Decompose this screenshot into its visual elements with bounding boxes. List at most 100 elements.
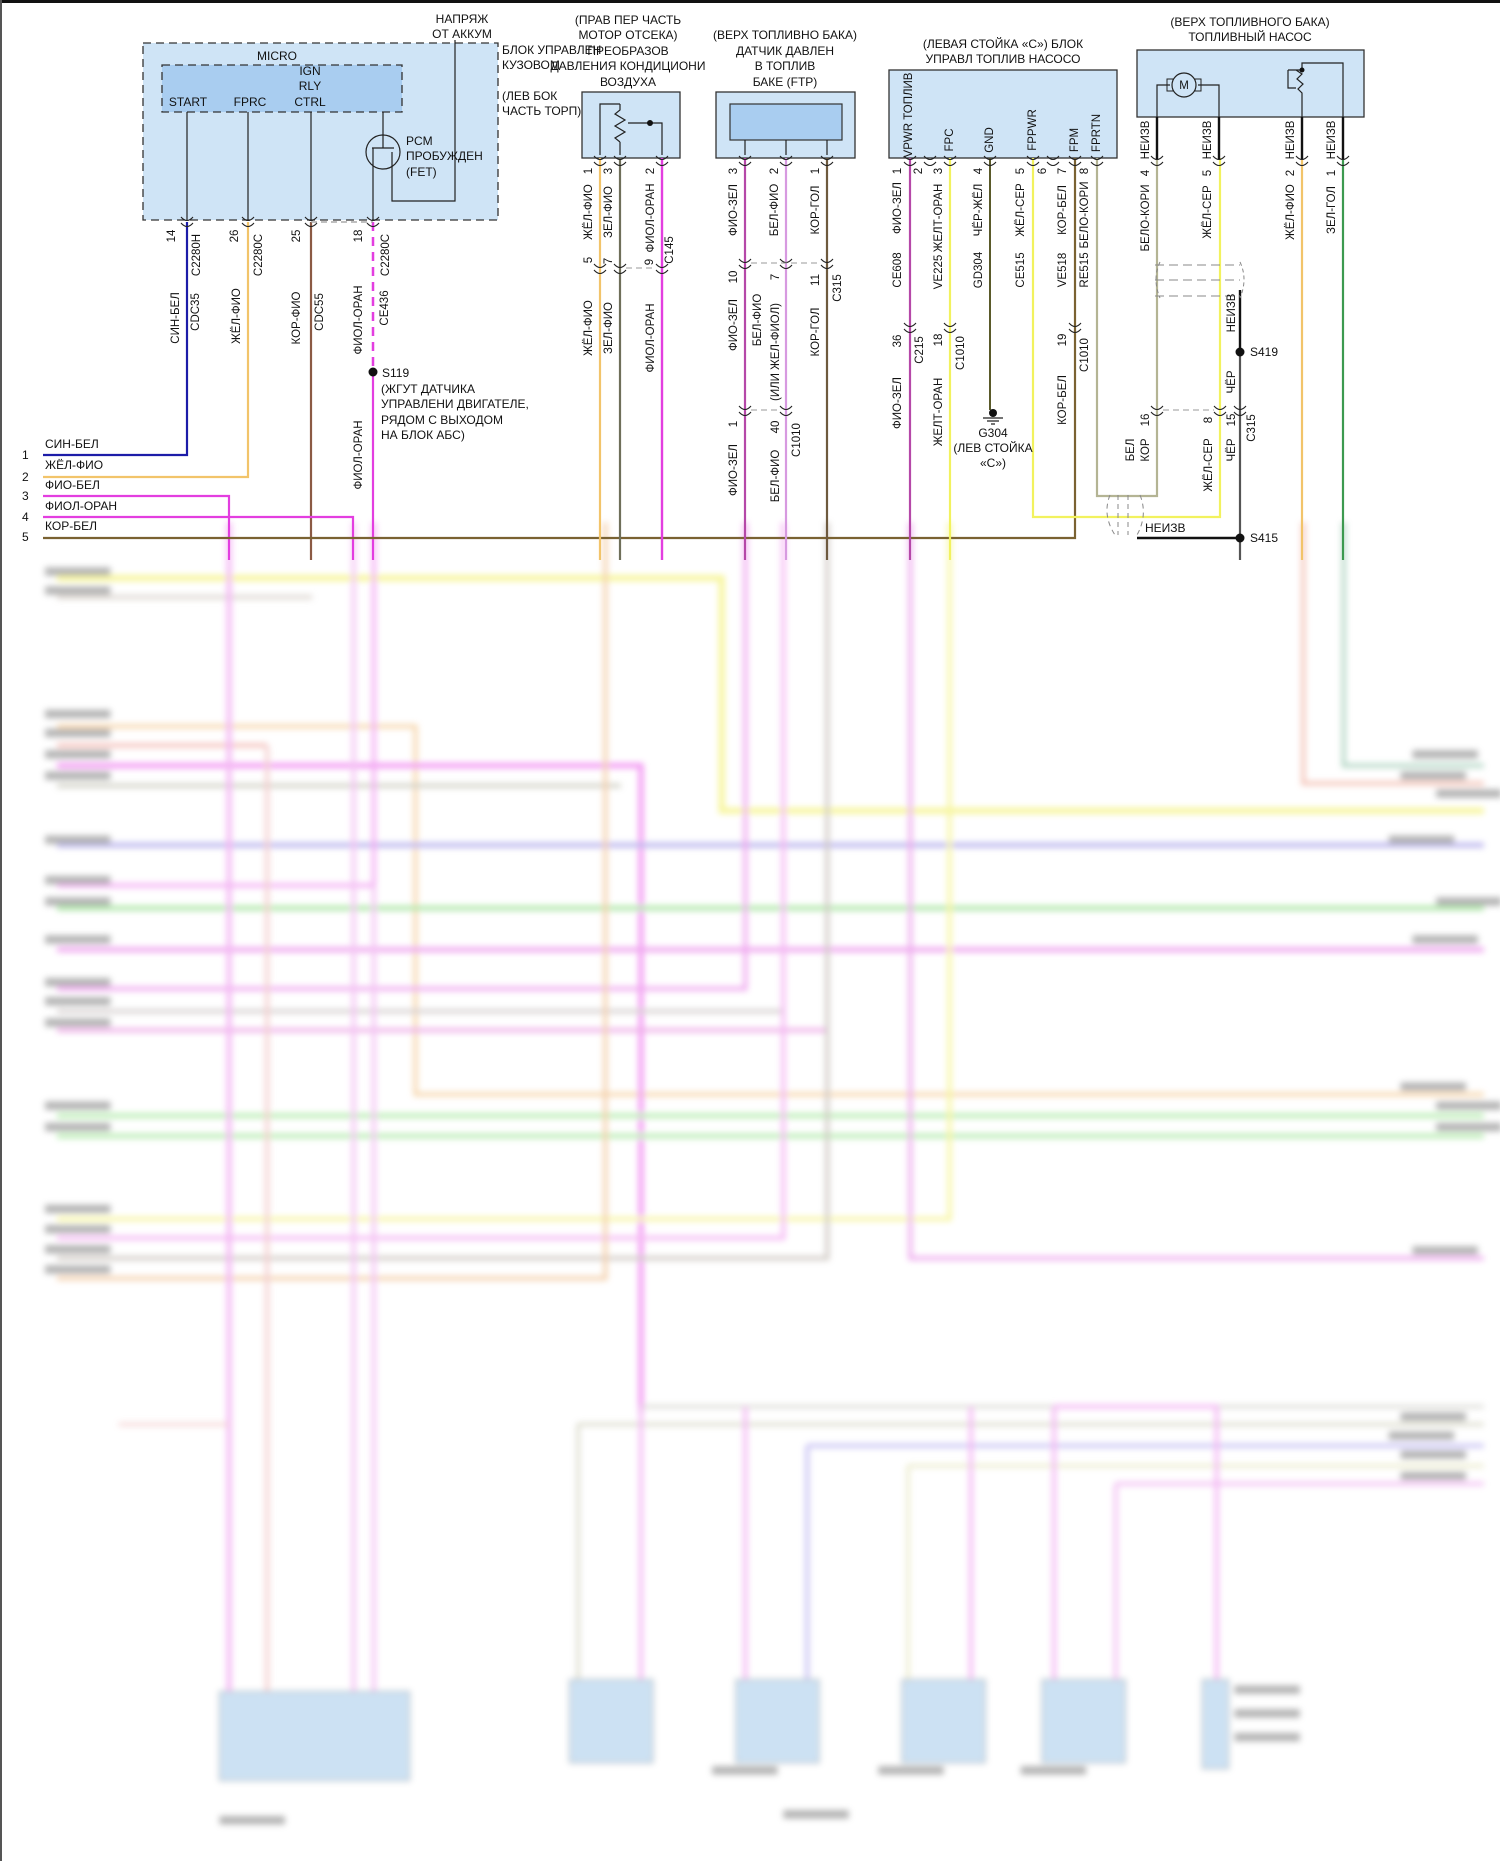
wire-color: ЖЁЛ-ФИО: [583, 300, 595, 356]
wire-color: ЖЁЛ-СЕР: [1203, 438, 1215, 492]
connector-id: C145: [664, 236, 676, 264]
blurred-wire: [1341, 522, 1484, 768]
wire-sin-bel: [43, 222, 189, 457]
wires: [43, 117, 1345, 560]
blurred-label: [1436, 789, 1500, 798]
body-control-module: MICRO IGN RLY CTRL START FPRC НАПРЯЖ ОТ …: [142, 12, 601, 221]
bcm-pin-labels: 14 C2280H СИН-БЕЛ CDC35 26 C2280C ЖЁЛ-ФИ…: [166, 229, 392, 490]
connector-icon: [820, 155, 834, 167]
blurred-wire: [805, 1443, 1484, 1686]
blurred-wire: [57, 522, 748, 991]
fet-label-3: (FET): [406, 165, 437, 179]
pin-number: 7: [1057, 168, 1069, 174]
pin-number: 8: [1203, 417, 1215, 423]
connectors: [180, 155, 1350, 417]
blurred-label: [45, 1265, 111, 1274]
connector-icon: [1233, 405, 1247, 417]
connector-icon: [655, 155, 669, 167]
pin-number: 11: [810, 274, 822, 286]
wire-color: БЕЛО-КОРИ: [1140, 185, 1152, 252]
pin-number: 3: [603, 168, 615, 174]
pin-number: 4: [973, 167, 985, 174]
blurred-label: [45, 567, 111, 576]
bcm-location-2: ЧАСТЬ ТОРП): [502, 104, 581, 118]
micro-label: MICRO: [257, 49, 297, 63]
wire-color: ФИО-ЗЕЛ: [728, 184, 740, 236]
wire-color: КОР-БЕЛ: [1057, 375, 1069, 425]
pin-number: 1: [583, 168, 595, 174]
pin-number: 40: [770, 421, 782, 434]
pin-number: 16: [1140, 414, 1152, 427]
wire-color: ЖЁЛ-ФИО: [231, 288, 243, 344]
connector-icon: [1026, 155, 1040, 167]
fpcm-title: (ЛЕВАЯ СТОЙКА «С») БЛОК: [923, 36, 1083, 51]
connector-icon: [613, 263, 627, 275]
connector-icon: [903, 322, 917, 334]
wire-unknown: НЕИЗВ: [1145, 521, 1186, 535]
connector-icon: [779, 155, 793, 167]
wire-color: ЧЁР: [1226, 438, 1238, 461]
wire-color: КОР-ФИО: [291, 291, 303, 344]
side-unknown: НЕИЗВ: [1140, 120, 1152, 159]
blurred-label: [45, 935, 111, 944]
potentiometer-icon: [599, 103, 663, 155]
connector-icon: [1212, 155, 1226, 167]
top-border: [0, 0, 1500, 3]
wire-color: ЗЕЛ-ГОЛ: [1326, 186, 1338, 234]
wire-color: ФИО-ЗЕЛ: [728, 299, 740, 351]
splice-desc: РЯДОМ С ВЫХОДОМ: [381, 413, 503, 427]
pin-number: 7: [603, 258, 615, 264]
connector-icon: [820, 258, 834, 270]
connector-icon: [1150, 405, 1164, 417]
bcm-location: (ЛЕВ БОК: [502, 89, 557, 103]
blurred-label: [1400, 1412, 1466, 1421]
pin-number: 8: [1079, 168, 1091, 174]
ac-pin-labels: 1 ЖЁЛ-ФИО 3 ЗЕЛ-ФИО 2 ФИОЛ-ОРАН C145 5 7…: [583, 168, 676, 373]
fpcm-box: [888, 69, 1118, 159]
blurred-label: [45, 978, 111, 987]
shield-icon: [1155, 261, 1245, 299]
pin-number: 1: [728, 421, 740, 427]
row-label: СИН-БЕЛ: [45, 437, 99, 451]
blurred-label: [45, 997, 111, 1006]
connector-id: C1010: [1079, 338, 1091, 372]
pin-number: 5: [583, 257, 595, 263]
pin-number: 3: [728, 168, 740, 174]
ctrl-label: CTRL: [294, 95, 326, 109]
splice-desc: (ЖГУТ ДАТЧИКА: [381, 382, 475, 396]
ground-desc: «С»): [980, 456, 1006, 470]
row-label: ЖЁЛ-ФИО: [45, 458, 103, 472]
wire-color: ЗЕЛ-ФИО: [603, 186, 615, 238]
ftp-title-3: В ТОПЛИВ: [755, 59, 816, 73]
blurred-wire: [57, 522, 608, 1281]
connector-icon: [738, 258, 752, 270]
wire-zhel-fio: [43, 222, 250, 479]
ground-g304: G304 (ЛЕВ СТОЙКА «С»): [953, 409, 1033, 470]
circuit-id: CE436: [379, 290, 391, 325]
side-unknown: НЕИЗВ: [1326, 120, 1338, 159]
row-number: 5: [22, 530, 29, 544]
pin-label-gnd: GND: [984, 127, 996, 153]
blurred-label: [1436, 1122, 1500, 1132]
pin-number: 25: [291, 230, 303, 243]
splice-id: S119: [382, 366, 409, 380]
blurred-label: [1436, 897, 1500, 906]
connector-icon: [1150, 155, 1164, 167]
pin-number: 36: [892, 335, 904, 348]
pin-number: 26: [229, 230, 241, 243]
blurred-label: [783, 1810, 849, 1819]
blurred-wire: [906, 1464, 1484, 1686]
pin-number: 18: [353, 230, 365, 243]
row-number: 4: [22, 510, 29, 524]
connector-icon: [593, 155, 607, 167]
connector-icon: [923, 155, 937, 167]
blurred-wire: [57, 522, 786, 1240]
blurred-label: [1388, 1431, 1455, 1440]
splice-dot: [1235, 347, 1245, 357]
connector-icon: [655, 263, 669, 275]
ac-title-4: ДАВЛЕНИЯ КОНДИЦИОНИ: [551, 59, 706, 73]
wire-color: КОР-ГОЛ: [810, 186, 822, 235]
wire-color: ФИО-ЗЕЛ: [728, 444, 740, 496]
wire-color-alt: (ИЛИ ЖЕЛ-ФИОЛ): [770, 303, 782, 401]
blurred-wire: [57, 575, 1484, 814]
